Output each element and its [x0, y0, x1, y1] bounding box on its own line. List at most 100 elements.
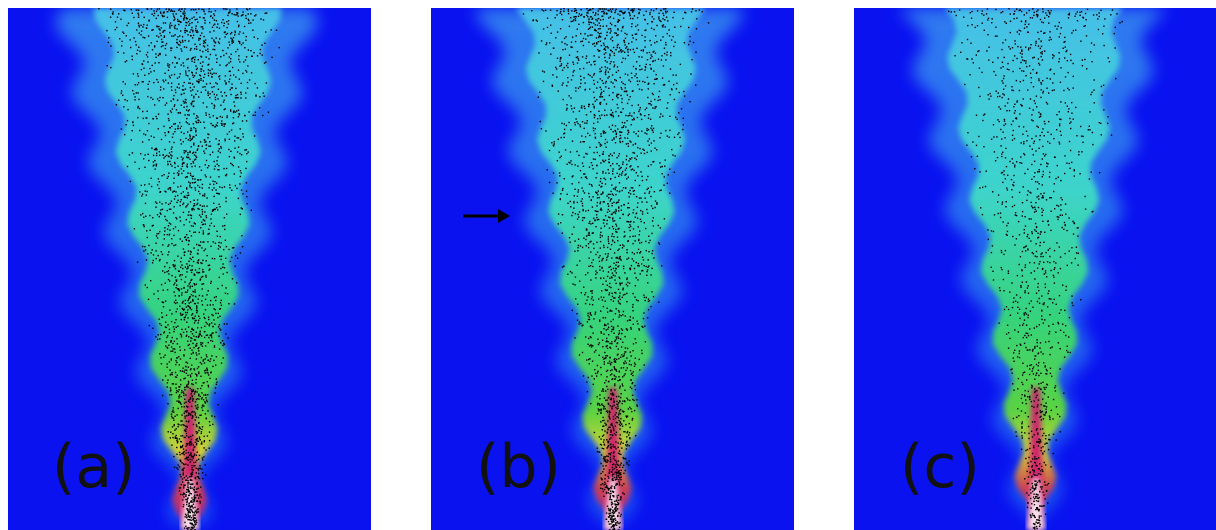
- particle: [621, 346, 622, 347]
- particle: [224, 109, 225, 110]
- particle: [189, 265, 190, 266]
- particle: [201, 170, 202, 171]
- particle: [549, 150, 550, 151]
- particle: [239, 43, 240, 44]
- particle: [627, 330, 628, 331]
- particle: [629, 115, 630, 116]
- particle: [172, 437, 173, 438]
- particle: [266, 12, 267, 13]
- particle: [610, 461, 611, 462]
- particle: [153, 254, 154, 255]
- particle: [188, 250, 189, 251]
- particle: [601, 374, 602, 375]
- particle: [166, 262, 167, 263]
- particle: [186, 156, 187, 157]
- particle: [609, 57, 610, 58]
- particle: [110, 67, 111, 68]
- particle: [626, 279, 627, 280]
- particle: [182, 159, 183, 160]
- particle: [651, 187, 652, 188]
- particle: [179, 87, 180, 88]
- particle: [625, 115, 626, 116]
- particle: [614, 252, 615, 253]
- particle: [621, 173, 622, 174]
- particle: [154, 70, 155, 71]
- particle: [239, 114, 240, 115]
- particle: [178, 230, 179, 231]
- particle: [626, 249, 627, 250]
- particle: [185, 197, 186, 198]
- particle: [628, 464, 629, 465]
- particle: [632, 304, 633, 305]
- particle: [628, 240, 629, 241]
- particle: [594, 61, 595, 62]
- particle: [611, 519, 612, 520]
- particle: [580, 79, 581, 80]
- particle: [180, 350, 181, 351]
- particle: [158, 62, 159, 63]
- particle: [604, 54, 605, 55]
- particle: [574, 122, 575, 123]
- particle: [631, 388, 632, 389]
- particle: [597, 404, 598, 405]
- particle: [616, 232, 617, 233]
- particle: [202, 276, 203, 277]
- particle: [184, 17, 185, 18]
- particle: [589, 167, 590, 168]
- particle: [159, 202, 160, 203]
- particle: [206, 106, 207, 107]
- particle: [562, 84, 563, 85]
- particle: [263, 92, 264, 93]
- particle: [598, 41, 599, 42]
- particle: [626, 463, 627, 464]
- particle: [603, 328, 604, 329]
- particle: [197, 327, 198, 328]
- particle: [594, 55, 595, 56]
- particle: [190, 512, 191, 513]
- particle: [628, 207, 629, 208]
- particle: [604, 489, 605, 490]
- particle: [166, 155, 167, 156]
- particle: [220, 152, 221, 153]
- particle: [248, 23, 249, 24]
- particle: [173, 284, 174, 285]
- particle: [595, 12, 596, 13]
- particle: [560, 198, 561, 199]
- particle: [185, 329, 186, 330]
- particle: [614, 361, 615, 362]
- particle: [213, 315, 214, 316]
- particle: [629, 407, 630, 408]
- particle: [642, 213, 643, 214]
- particle: [177, 78, 178, 79]
- particle: [591, 262, 592, 263]
- particle: [605, 380, 606, 381]
- particle: [610, 16, 611, 17]
- particle: [582, 163, 583, 164]
- particle: [230, 75, 231, 76]
- particle: [211, 355, 212, 356]
- particle: [601, 11, 602, 12]
- particle: [187, 152, 188, 153]
- particle: [574, 189, 575, 190]
- particle: [196, 354, 197, 355]
- particle: [604, 478, 605, 479]
- particle: [188, 381, 189, 382]
- particle: [620, 516, 621, 517]
- particle: [629, 400, 630, 401]
- particle: [145, 190, 146, 191]
- particle: [181, 279, 182, 280]
- particle: [580, 126, 581, 127]
- particle: [204, 211, 205, 212]
- particle: [646, 202, 647, 203]
- particle: [227, 33, 228, 34]
- particle: [245, 70, 246, 71]
- particle: [578, 155, 579, 156]
- particle: [624, 294, 625, 295]
- particle: [187, 489, 188, 490]
- particle: [191, 520, 192, 521]
- particle: [208, 64, 209, 65]
- particle: [181, 199, 182, 200]
- particle: [605, 147, 606, 148]
- particle: [181, 392, 182, 393]
- particle: [605, 139, 606, 140]
